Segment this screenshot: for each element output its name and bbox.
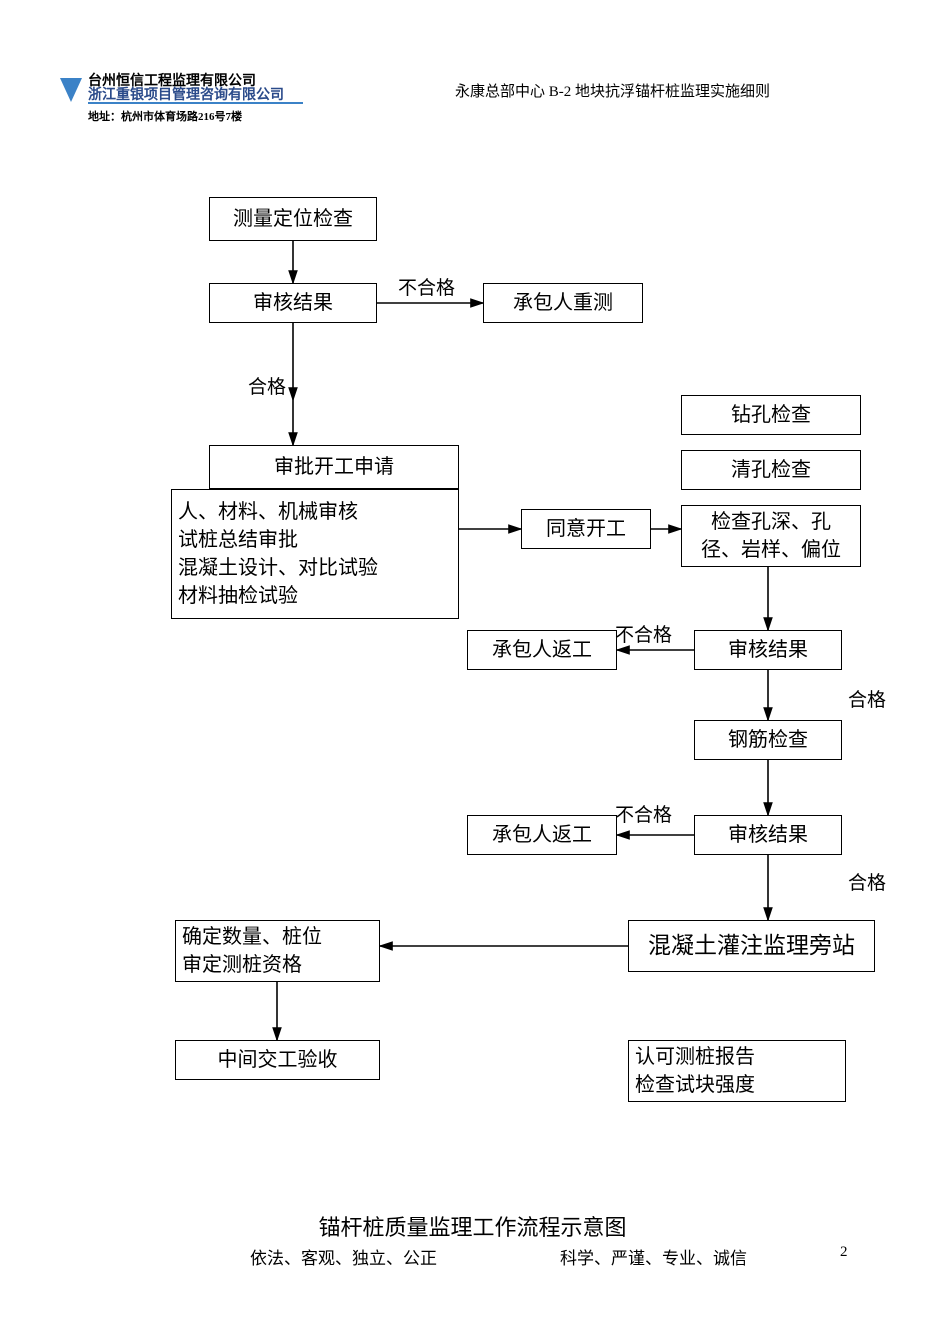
flow-node-n3: 承包人重测 bbox=[483, 283, 643, 323]
flow-node-n10: 审核结果 bbox=[694, 815, 842, 855]
page-number: 2 bbox=[840, 1244, 848, 1261]
flow-node-text: 同意开工 bbox=[546, 515, 626, 543]
figure-caption: 锚杆桩质量监理工作流程示意图 bbox=[0, 1210, 945, 1242]
edge-label-l_pass2: 合格 bbox=[848, 685, 886, 712]
flow-node-text: 混凝土灌注监理旁站 bbox=[648, 930, 855, 962]
flow-node-text: 钻孔检查 bbox=[731, 401, 811, 429]
footer-left: 依法、客观、独立、公正 bbox=[250, 1244, 437, 1269]
flow-node-text: 中间交工验收 bbox=[218, 1046, 338, 1074]
flow-node-text: 钢筋检查 bbox=[728, 726, 808, 754]
flow-node-n2: 审核结果 bbox=[209, 283, 377, 323]
flow-node-n1: 测量定位检查 bbox=[209, 197, 377, 241]
flow-node-n13: 确定数量、桩位审定测桩资格 bbox=[175, 920, 380, 982]
flow-node-text: 确定数量、桩位审定测桩资格 bbox=[182, 923, 322, 979]
edge-label-l_fail3: 不合格 bbox=[615, 800, 672, 827]
flow-node-text: 审核结果 bbox=[728, 821, 808, 849]
flowchart-canvas: 测量定位检查审核结果承包人重测审批开工申请人、材料、机械审核试桩总结审批混凝土设… bbox=[0, 0, 945, 1337]
flow-node-n5: 同意开工 bbox=[521, 509, 651, 549]
flow-node-text: 承包人返工 bbox=[492, 636, 592, 664]
flow-node-n8: 审核结果 bbox=[694, 630, 842, 670]
footer-right: 科学、严谨、专业、诚信 bbox=[560, 1244, 747, 1269]
edge-label-l_pass1: 合格 bbox=[248, 372, 286, 399]
edge-label-l_fail1: 不合格 bbox=[398, 273, 455, 300]
flow-node-text: 审核结果 bbox=[253, 289, 333, 317]
flow-node-n12: 混凝土灌注监理旁站 bbox=[628, 920, 875, 972]
flow-node-text: 人、材料、机械审核试桩总结审批混凝土设计、对比试验材料抽检试验 bbox=[178, 498, 378, 610]
flow-node-n11: 承包人返工 bbox=[467, 815, 617, 855]
edge-label-l_fail2: 不合格 bbox=[615, 620, 672, 647]
flow-node-text: 审批开工申请 bbox=[274, 453, 394, 481]
flow-node-n14: 中间交工验收 bbox=[175, 1040, 380, 1080]
flow-node-text: 认可测桩报告检查试块强度 bbox=[635, 1043, 755, 1099]
edge-label-l_pass3: 合格 bbox=[848, 868, 886, 895]
flow-node-text: 测量定位检查 bbox=[233, 205, 353, 233]
flow-node-n6a: 钻孔检查 bbox=[681, 395, 861, 435]
flow-node-text: 检查孔深、孔径、岩样、偏位 bbox=[701, 508, 841, 564]
flow-node-n4_top: 审批开工申请 bbox=[209, 445, 459, 489]
flow-node-text: 承包人重测 bbox=[513, 289, 613, 317]
flow-node-n9: 钢筋检查 bbox=[694, 720, 842, 760]
flow-node-n15: 认可测桩报告检查试块强度 bbox=[628, 1040, 846, 1102]
flow-node-text: 审核结果 bbox=[728, 636, 808, 664]
flow-node-text: 清孔检查 bbox=[731, 456, 811, 484]
flow-node-text: 承包人返工 bbox=[492, 821, 592, 849]
flow-node-n4_body: 人、材料、机械审核试桩总结审批混凝土设计、对比试验材料抽检试验 bbox=[171, 489, 459, 619]
flow-node-n6b: 清孔检查 bbox=[681, 450, 861, 490]
flow-node-n7: 承包人返工 bbox=[467, 630, 617, 670]
flow-node-n6c: 检查孔深、孔径、岩样、偏位 bbox=[681, 505, 861, 567]
